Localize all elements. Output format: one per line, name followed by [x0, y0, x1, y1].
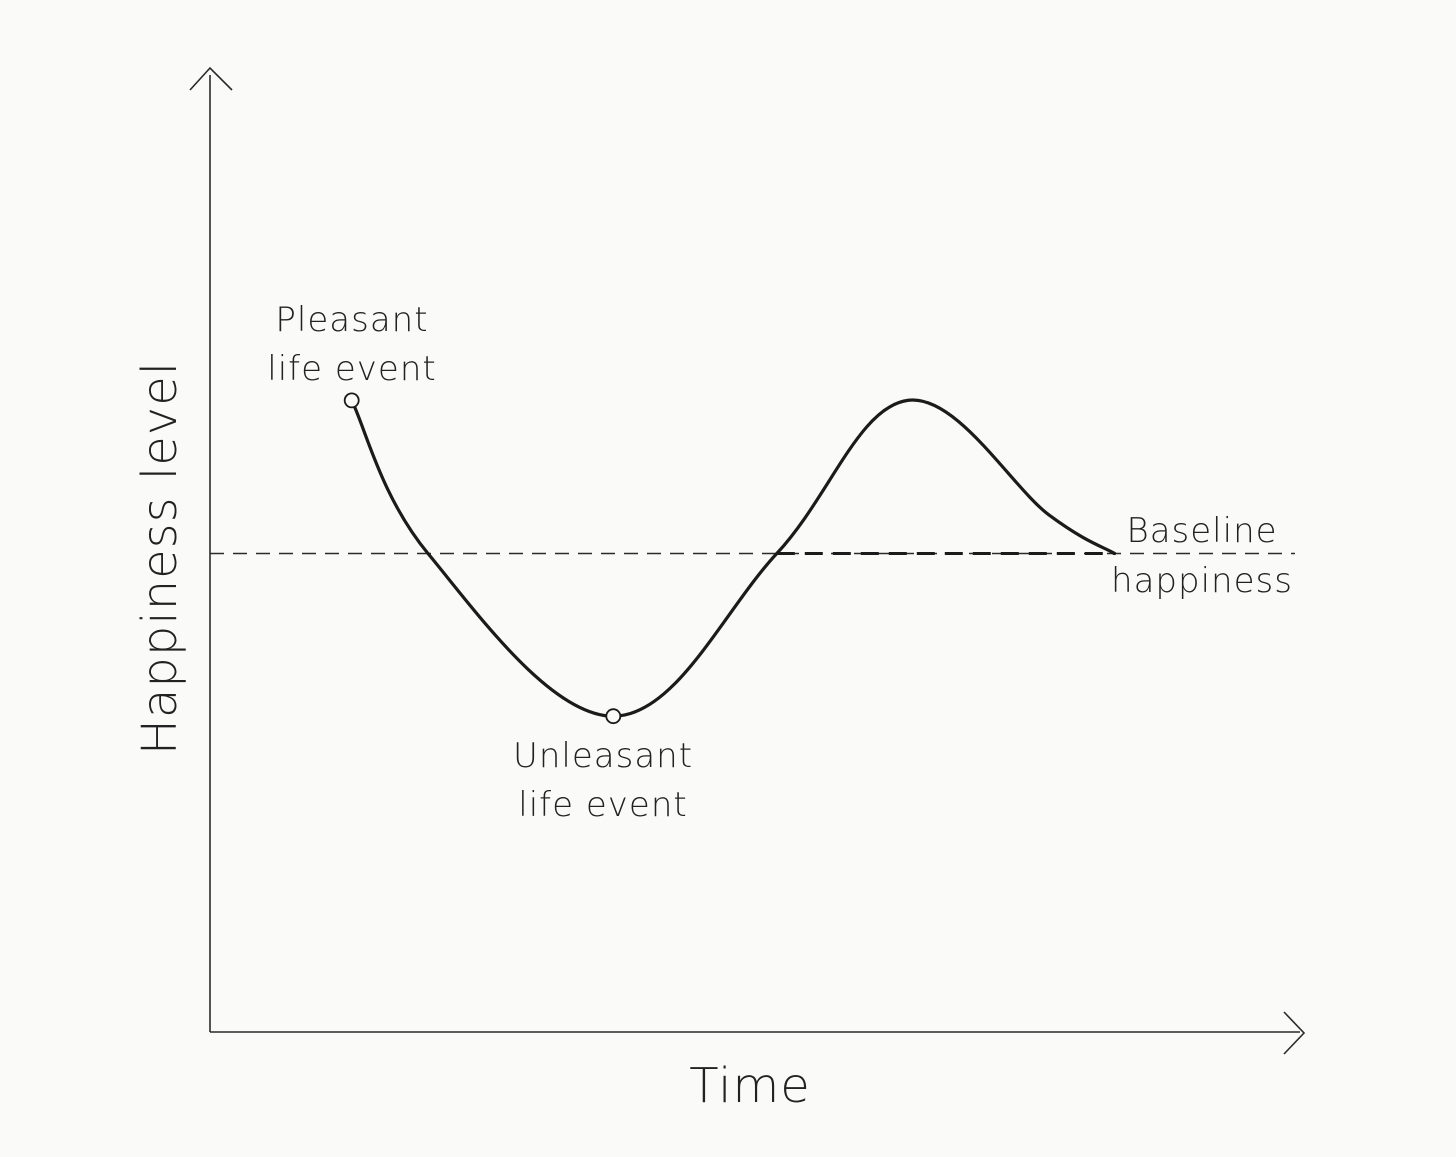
- y-axis-arrow-icon: [189, 66, 233, 91]
- series-line-happiness: [350, 398, 1117, 718]
- data-point-pleasant-event: [343, 392, 360, 409]
- x-axis-arrow-icon: [1283, 1011, 1306, 1055]
- baseline-label-line1: Baseline: [1126, 511, 1277, 551]
- baseline-label-line2: happiness: [1111, 561, 1293, 601]
- annotation-pleasant-line2: life event: [267, 349, 436, 389]
- annotation-pleasant-line1: Pleasant: [275, 300, 428, 340]
- data-point-unpleasant-event: [605, 708, 622, 725]
- y-axis-label: Happiness level: [132, 361, 188, 755]
- annotation-unpleasant-line2: life event: [518, 785, 687, 825]
- x-axis-label: Time: [689, 1058, 810, 1114]
- data-points: [343, 392, 622, 725]
- annotation-unpleasant-line1: Unleasant: [513, 736, 693, 776]
